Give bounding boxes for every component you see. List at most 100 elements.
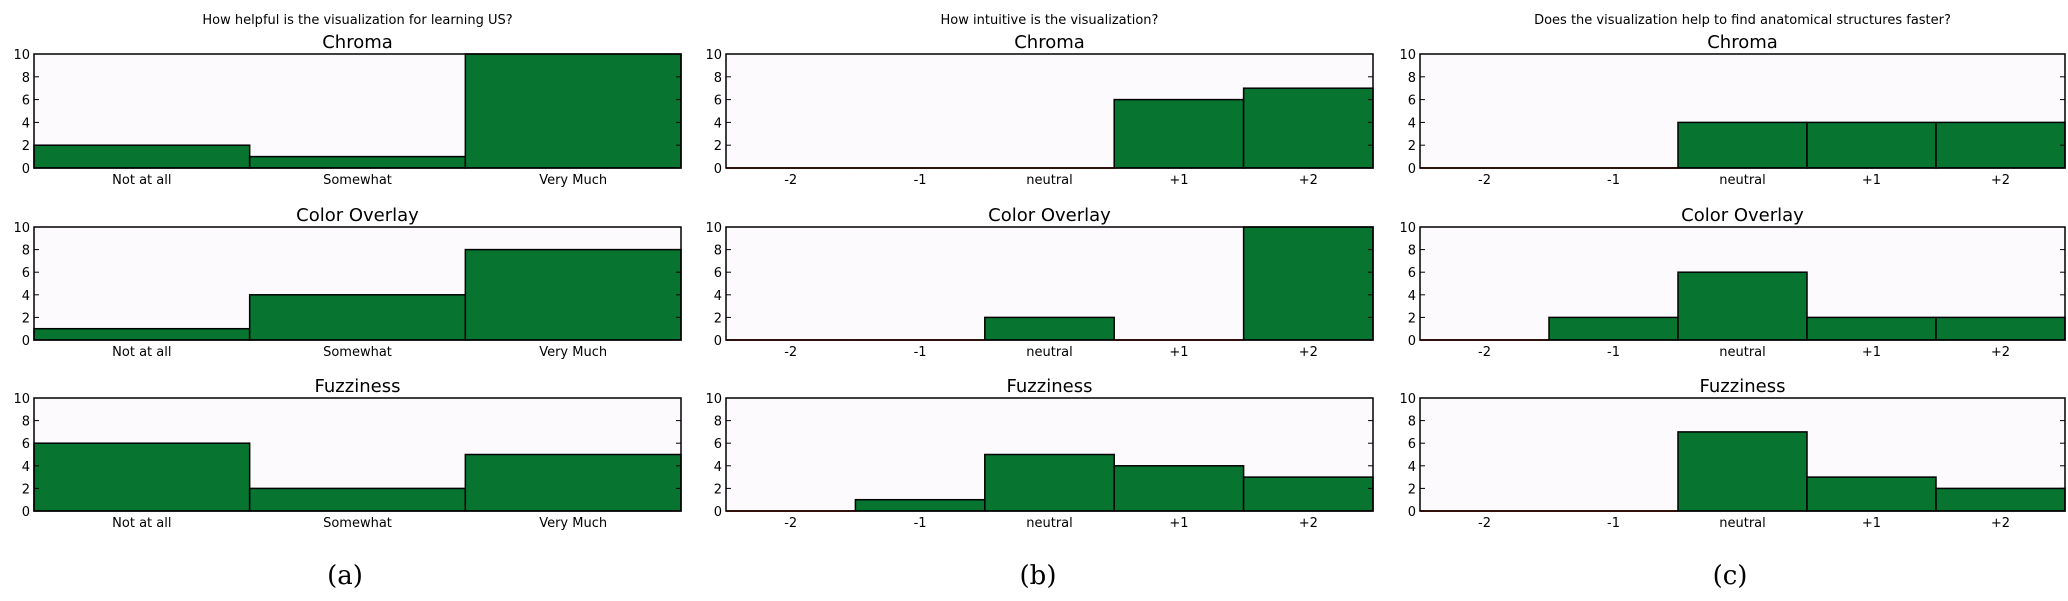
x-tick-label: +1 [1862, 345, 1881, 360]
chart-panel-3-2: Color Overlay 0 2 4 6 8 10 -2 -1 neutral +1 +2 [1399, 205, 2066, 360]
x-tick-label: +2 [1991, 173, 2010, 188]
y-tick-label: 4 [1408, 460, 1416, 475]
x-tick-label: -2 [784, 173, 797, 188]
y-tick-label: 10 [1399, 221, 1416, 236]
y-tick-label: 6 [714, 94, 722, 109]
subplot-title: Color Overlay [1681, 205, 1804, 226]
y-tick-label: 2 [1408, 482, 1416, 497]
subplot-title: Fuzziness [315, 376, 401, 397]
y-tick-label: 8 [1408, 71, 1416, 86]
bar--2 [1242, 87, 1374, 169]
y-tick-label: 10 [1399, 48, 1416, 63]
x-tick-label: +2 [1299, 516, 1318, 531]
y-tick-label: 0 [714, 505, 722, 520]
bar-not-at-all [33, 442, 251, 512]
bar--1 [1113, 465, 1245, 512]
x-tick-label: -1 [1607, 516, 1620, 531]
y-tick-label: 0 [714, 334, 722, 349]
y-tick-label: 6 [1408, 437, 1416, 452]
bar-neutral [984, 316, 1115, 341]
x-tick-label: -2 [1478, 516, 1491, 531]
bar-very-much [464, 453, 682, 512]
y-tick-label: 10 [13, 221, 30, 236]
axes-frame [33, 53, 682, 169]
x-tick-label: neutral [1026, 345, 1073, 360]
y-tick-label: 4 [22, 289, 30, 304]
x-tick-label: Not at all [112, 345, 171, 360]
x-tick-label: Somewhat [323, 345, 392, 360]
bar-neutral [1677, 121, 1808, 169]
subplot-title: Chroma [322, 32, 393, 53]
x-tick-label: +2 [1991, 345, 2010, 360]
x-tick-label: +1 [1169, 516, 1188, 531]
axes-frame [725, 397, 1374, 512]
bar--2 [1935, 121, 2066, 169]
x-tick-label: +1 [1169, 173, 1188, 188]
x-tick-label: Very Much [539, 516, 607, 531]
bar-somewhat [248, 487, 467, 512]
bar-neutral [1677, 271, 1808, 341]
y-tick-label: 4 [1408, 289, 1416, 304]
x-tick-label: +2 [1299, 173, 1318, 188]
y-tick-label: 0 [1408, 334, 1416, 349]
y-tick-label: 8 [714, 415, 722, 430]
y-tick-label: 8 [714, 71, 722, 86]
axes-frame [33, 226, 682, 341]
x-tick-label: -1 [914, 173, 927, 188]
x-tick-label: -1 [914, 345, 927, 360]
y-tick-label: 0 [22, 162, 30, 177]
y-tick-label: 6 [22, 437, 30, 452]
y-tick-label: 4 [714, 460, 722, 475]
y-tick-label: 6 [1408, 266, 1416, 281]
bar--1 [1806, 476, 1937, 512]
y-tick-label: 6 [22, 94, 30, 109]
chart-panel-1-2: Color Overlay 0 2 4 6 8 10 Not at all Somewhat Ve… [13, 205, 682, 360]
y-tick-label: 2 [714, 311, 722, 326]
y-tick-label: 8 [22, 415, 30, 430]
y-tick-label: 2 [22, 139, 30, 154]
caption-b: (b) [1020, 561, 1057, 591]
y-tick-label: 2 [714, 482, 722, 497]
caption-c: (c) [1713, 561, 1748, 591]
x-tick-label: Somewhat [323, 516, 392, 531]
caption-row: (a) (b) (c) [327, 561, 1747, 591]
y-tick-label: 6 [1408, 94, 1416, 109]
x-tick-label: -2 [1478, 173, 1491, 188]
chart-panel-1-3: Fuzziness 0 2 4 6 8 10 Not at all Somewhat Very M… [13, 376, 682, 531]
y-tick-label: 10 [705, 221, 722, 236]
y-tick-label: 2 [22, 311, 30, 326]
x-tick-label: Not at all [112, 516, 171, 531]
bar--2 [1242, 226, 1374, 341]
chart-panel-2-2: Color Overlay 0 2 4 6 8 10 -2 -1 neutral +1 +2 [705, 205, 1374, 360]
x-tick-label: neutral [1026, 516, 1073, 531]
bar-somewhat [248, 155, 467, 169]
subplot-title: Chroma [1014, 32, 1085, 53]
chart-panel-3-3: Fuzziness 0 2 4 6 8 10 -2 -1 neutral +1 +2 [1399, 376, 2066, 531]
bar-neutral [1677, 431, 1808, 512]
bar--1 [1113, 98, 1245, 169]
axes-frame [1419, 53, 2066, 169]
x-tick-label: neutral [1719, 516, 1766, 531]
x-tick-label: +2 [1991, 516, 2010, 531]
y-tick-label: 0 [22, 505, 30, 520]
axes-frame [1419, 397, 2066, 512]
y-tick-label: 0 [714, 162, 722, 177]
y-tick-label: 6 [714, 437, 722, 452]
bar-very-much [464, 248, 682, 341]
y-tick-label: 4 [22, 116, 30, 131]
y-tick-label: 2 [22, 482, 30, 497]
y-tick-label: 6 [714, 266, 722, 281]
y-tick-label: 6 [22, 266, 30, 281]
bar--1 [1806, 316, 1937, 341]
subplot-title: Fuzziness [1007, 376, 1093, 397]
y-tick-label: 10 [1399, 392, 1416, 407]
y-tick-label: 0 [1408, 162, 1416, 177]
panel-title: Does the visualization help to find anat… [1534, 13, 1951, 28]
chart-panel-2-3: Fuzziness 0 2 4 6 8 10 -2 -1 neutral +1 +2 [705, 376, 1374, 531]
subplot-title: Color Overlay [988, 205, 1111, 226]
x-tick-label: +1 [1862, 516, 1881, 531]
chart-grid: How helpful is the visualization for lea… [13, 13, 2066, 531]
y-tick-label: 8 [1408, 415, 1416, 430]
y-tick-label: 8 [1408, 244, 1416, 259]
bar--1 [854, 498, 986, 512]
